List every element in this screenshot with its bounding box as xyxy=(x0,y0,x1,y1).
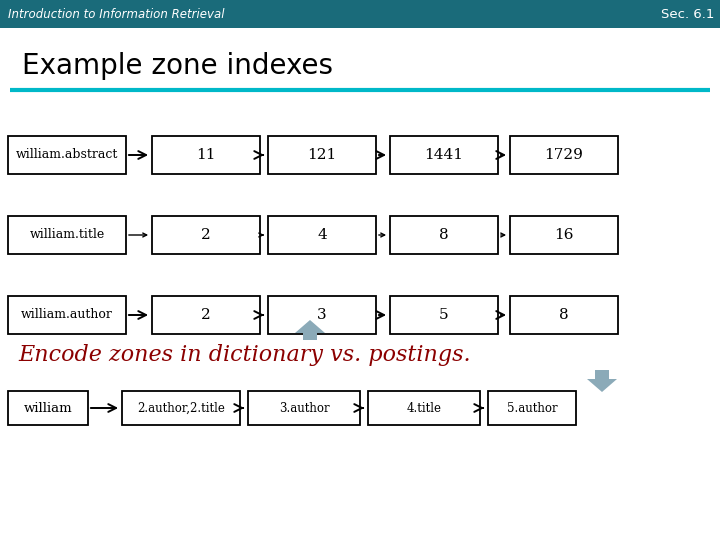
Text: Introduction to Information Retrieval: Introduction to Information Retrieval xyxy=(8,8,225,21)
Text: 5.author: 5.author xyxy=(507,402,557,415)
Text: 8: 8 xyxy=(559,308,569,322)
Bar xyxy=(8,216,126,254)
Bar xyxy=(268,136,376,174)
Text: 1441: 1441 xyxy=(425,148,464,162)
Text: william.author: william.author xyxy=(21,308,113,321)
Text: 4: 4 xyxy=(317,228,327,242)
Text: 16: 16 xyxy=(554,228,574,242)
Text: Encode zones in dictionary vs. postings.: Encode zones in dictionary vs. postings. xyxy=(18,344,471,366)
Bar xyxy=(510,136,618,174)
Bar xyxy=(8,136,126,174)
Text: 11: 11 xyxy=(197,148,216,162)
Bar xyxy=(8,296,126,334)
Text: 5: 5 xyxy=(439,308,449,322)
Bar xyxy=(122,391,240,425)
Text: 2: 2 xyxy=(201,228,211,242)
Text: 4.title: 4.title xyxy=(407,402,441,415)
Polygon shape xyxy=(587,370,617,392)
Text: 121: 121 xyxy=(307,148,337,162)
Text: 3: 3 xyxy=(318,308,327,322)
Bar xyxy=(268,296,376,334)
Text: 3.author: 3.author xyxy=(279,402,329,415)
Bar xyxy=(248,391,360,425)
Text: william: william xyxy=(24,402,72,415)
Text: Sec. 6.1: Sec. 6.1 xyxy=(661,8,714,21)
Text: 2.author,2.title: 2.author,2.title xyxy=(137,402,225,415)
Bar xyxy=(510,296,618,334)
Text: 2: 2 xyxy=(201,308,211,322)
Bar xyxy=(152,216,260,254)
Text: william.abstract: william.abstract xyxy=(16,148,118,161)
Bar xyxy=(390,296,498,334)
Bar xyxy=(390,136,498,174)
Bar xyxy=(488,391,576,425)
Bar xyxy=(152,136,260,174)
Polygon shape xyxy=(295,320,325,340)
Bar xyxy=(8,391,88,425)
Bar xyxy=(0,0,720,28)
Text: Example zone indexes: Example zone indexes xyxy=(22,52,333,80)
Text: 1729: 1729 xyxy=(544,148,583,162)
Text: william.title: william.title xyxy=(30,228,104,241)
Bar xyxy=(152,296,260,334)
Text: 8: 8 xyxy=(439,228,449,242)
Bar xyxy=(510,216,618,254)
Bar xyxy=(268,216,376,254)
Bar xyxy=(368,391,480,425)
Bar xyxy=(390,216,498,254)
